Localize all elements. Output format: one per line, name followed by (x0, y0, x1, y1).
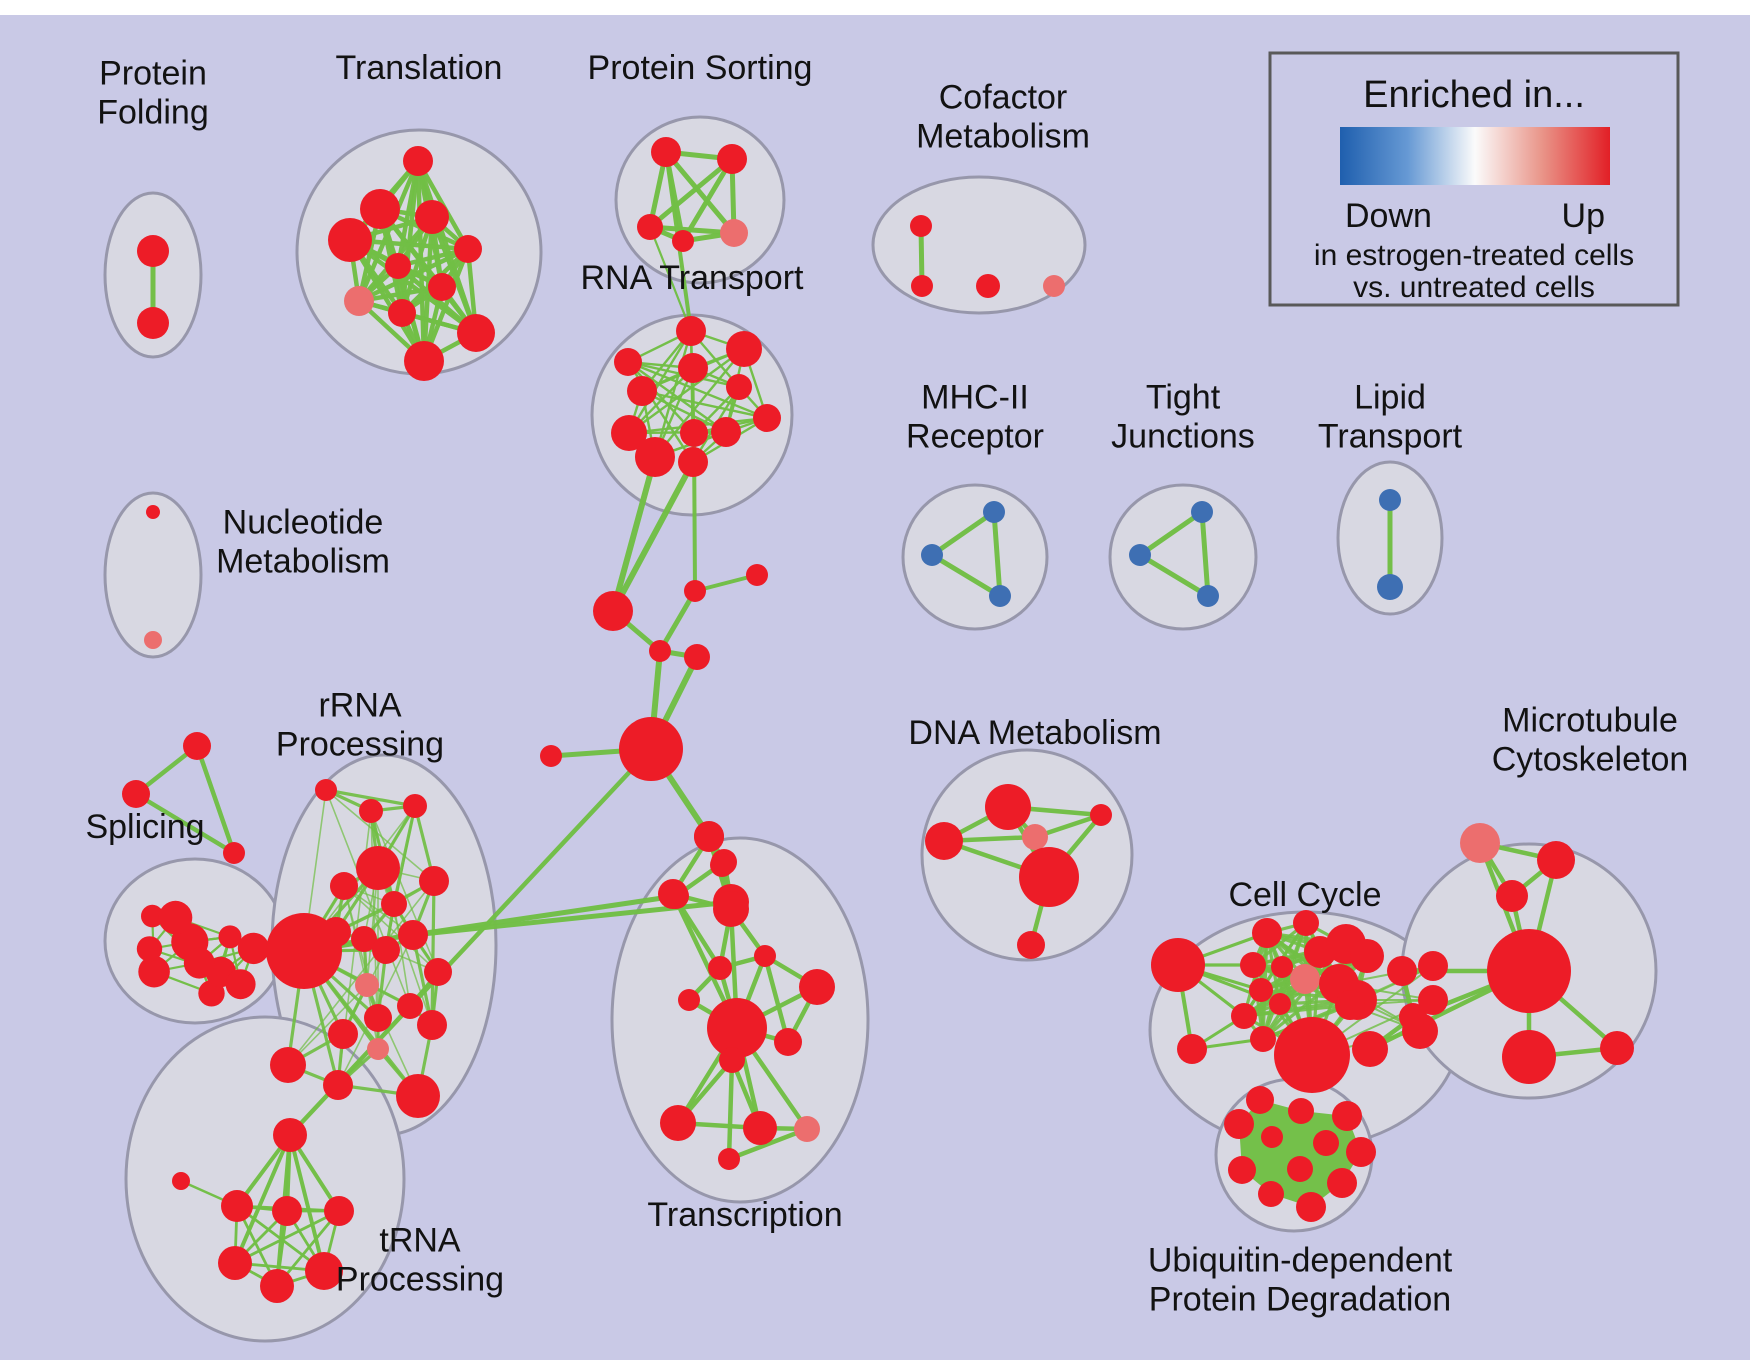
svg-text:Cytoskeleton: Cytoskeleton (1492, 740, 1689, 778)
svg-text:Translation: Translation (336, 49, 503, 87)
svg-text:Processing: Processing (336, 1260, 504, 1298)
svg-text:Transport: Transport (1318, 417, 1463, 455)
svg-text:Receptor: Receptor (906, 417, 1044, 455)
svg-text:Junctions: Junctions (1111, 417, 1255, 455)
svg-text:vs. untreated cells: vs. untreated cells (1353, 271, 1595, 304)
svg-text:Protein: Protein (99, 55, 207, 93)
svg-text:Protein Degradation: Protein Degradation (1149, 1280, 1451, 1318)
svg-text:Ubiquitin-dependent: Ubiquitin-dependent (1148, 1242, 1453, 1280)
svg-text:Lipid: Lipid (1354, 379, 1426, 417)
svg-text:Tight: Tight (1146, 379, 1221, 417)
svg-text:DNA Metabolism: DNA Metabolism (908, 714, 1161, 752)
svg-text:Metabolism: Metabolism (916, 117, 1090, 155)
svg-text:Nucleotide: Nucleotide (223, 504, 384, 542)
svg-text:tRNA: tRNA (379, 1222, 461, 1260)
svg-text:Metabolism: Metabolism (216, 542, 390, 580)
svg-text:Splicing: Splicing (85, 808, 204, 846)
svg-text:Up: Up (1562, 197, 1605, 235)
svg-text:Microtubule: Microtubule (1502, 702, 1678, 740)
svg-text:RNA Transport: RNA Transport (581, 259, 805, 297)
svg-text:Transcription: Transcription (647, 1196, 842, 1234)
svg-text:Cofactor: Cofactor (939, 79, 1068, 117)
svg-text:Folding: Folding (97, 93, 209, 131)
svg-text:Cell Cycle: Cell Cycle (1228, 876, 1381, 914)
svg-text:Enriched in...: Enriched in... (1363, 74, 1585, 116)
svg-text:Down: Down (1345, 197, 1432, 235)
svg-text:in estrogen-treated cells: in estrogen-treated cells (1314, 239, 1634, 272)
svg-text:Processing: Processing (276, 725, 444, 763)
svg-text:rRNA: rRNA (318, 687, 401, 725)
svg-text:Protein Sorting: Protein Sorting (588, 49, 813, 87)
svg-text:MHC-II: MHC-II (921, 379, 1029, 417)
